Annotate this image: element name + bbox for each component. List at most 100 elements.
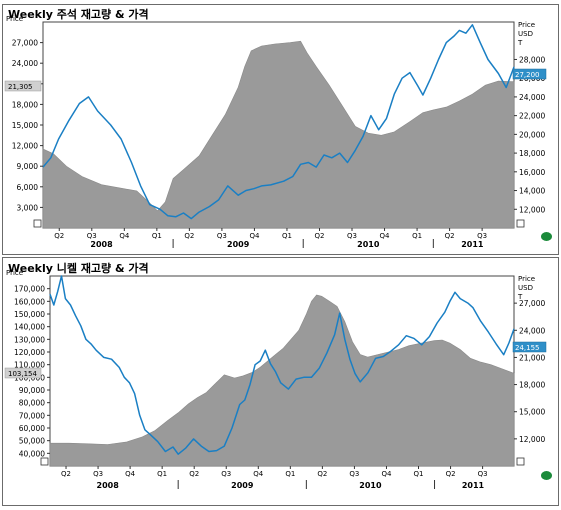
year-label: 2009	[231, 481, 254, 490]
nickel-chart-title: Weekly 니켈 재고량 & 가격	[8, 262, 149, 275]
left-tick-label: 140,000	[14, 323, 45, 332]
quarter-label: Q4	[380, 232, 391, 240]
left-value-tag-box	[4, 80, 42, 92]
quarter-label: Q4	[119, 232, 130, 240]
year-label: 2011	[462, 481, 485, 490]
left-tick-label: 80,000	[19, 399, 45, 408]
right-axis-label: Price	[518, 275, 535, 283]
right-tick-label: 12,000	[519, 205, 545, 214]
left-tick-label: 24,000	[12, 59, 38, 68]
year-label: 2010	[357, 240, 380, 249]
left-tick-label: 3,000	[17, 203, 39, 212]
right-tick-label: 28,000	[519, 55, 545, 64]
left-tick-label: 110,000	[14, 361, 45, 370]
right-tick-label: 22,000	[519, 112, 545, 121]
year-label: 2008	[97, 481, 120, 490]
left-tick-label: 9,000	[17, 162, 39, 171]
tin-chart-title: Weekly 주석 재고량 & 가격	[8, 8, 149, 21]
quarter-label: Q3	[87, 232, 97, 240]
right-value-tag: 27,200	[512, 68, 547, 80]
right-tick-label: 24,000	[519, 326, 545, 335]
left-scale-marker	[33, 219, 42, 228]
right-tick-label: 15,000	[519, 408, 545, 417]
quarter-label: Q3	[477, 232, 487, 240]
quarter-label: Q2	[54, 232, 64, 240]
right-tick-label: 16,000	[519, 168, 545, 177]
quarter-label: Q4	[249, 232, 260, 240]
right-value-tag-text: 27,200	[515, 71, 540, 79]
quarter-label: Q1	[285, 470, 295, 478]
left-tick-label: 150,000	[14, 310, 45, 319]
quarter-label: Q3	[347, 232, 357, 240]
right-tick-label: 18,000	[519, 381, 545, 390]
left-tick-label: 27,000	[12, 39, 38, 48]
right-tick-label: 20,000	[519, 130, 545, 139]
quarter-label: Q4	[125, 470, 136, 478]
quarter-label: Q4	[253, 470, 264, 478]
quarter-label: Q3	[221, 470, 231, 478]
left-value-tag-box	[4, 367, 42, 379]
right-scale-marker	[516, 219, 525, 228]
price-line-series	[42, 24, 515, 220]
quarter-label: Q2	[445, 232, 455, 240]
right-axis-label: USD	[518, 284, 533, 292]
left-tick-label: 40,000	[19, 449, 45, 458]
quarter-label: Q1	[152, 232, 162, 240]
green-dot-icon	[541, 471, 552, 480]
right-axis-label: USD	[518, 30, 533, 38]
right-axis-label: T	[517, 39, 523, 47]
quarter-label: Q1	[412, 232, 422, 240]
left-tick-label: 120,000	[14, 348, 45, 357]
right-tick-label: 24,000	[519, 93, 545, 102]
left-tick-label: 6,000	[17, 183, 39, 192]
inventory-area-series	[49, 294, 515, 467]
left-value-tag-text: 103,154	[8, 370, 37, 378]
right-tick-label: 27,000	[519, 299, 545, 308]
quarter-label: Q4	[381, 470, 392, 478]
left-tick-label: 15,000	[12, 121, 38, 130]
quarter-label: Q1	[414, 470, 424, 478]
quarter-label: Q2	[317, 470, 327, 478]
year-label: 2011	[461, 240, 484, 249]
quarter-label: Q2	[315, 232, 325, 240]
right-tick-label: 21,000	[519, 353, 545, 362]
left-value-tag-text: 21,305	[8, 83, 33, 91]
left-tick-label: 130,000	[14, 335, 45, 344]
right-value-tag-box	[512, 341, 547, 353]
right-tick-label: 18,000	[519, 149, 545, 158]
left-scale-marker	[40, 457, 49, 466]
right-value-tag-text: 24,155	[515, 344, 540, 352]
inventory-area-series	[42, 40, 515, 229]
quarter-label: Q3	[478, 470, 488, 478]
right-axis-label: Price	[518, 21, 535, 29]
left-value-tag: 21,305	[4, 80, 42, 92]
left-tick-label: 160,000	[14, 297, 45, 306]
year-label: 2009	[227, 240, 250, 249]
quarter-label: Q2	[61, 470, 71, 478]
right-scale-marker	[516, 457, 525, 466]
left-tick-label: 90,000	[19, 386, 45, 395]
quarter-label: Q2	[189, 470, 199, 478]
left-tick-label: 12,000	[12, 142, 38, 151]
left-tick-label: 70,000	[19, 411, 45, 420]
right-tick-label: 12,000	[519, 435, 545, 444]
right-value-tag: 24,155	[512, 341, 547, 353]
quarter-label: Q2	[184, 232, 194, 240]
left-tick-label: 50,000	[19, 437, 45, 446]
left-value-tag: 103,154	[4, 367, 42, 379]
left-axis-label: Price	[6, 269, 23, 277]
green-dot-icon	[541, 232, 552, 241]
quarter-label: Q1	[282, 232, 292, 240]
left-axis-label: Price	[6, 15, 23, 23]
left-tick-label: 18,000	[12, 100, 38, 109]
quarter-label: Q1	[157, 470, 167, 478]
left-tick-label: 60,000	[19, 424, 45, 433]
right-axis-label: T	[517, 293, 523, 301]
quarter-label: Q3	[349, 470, 359, 478]
quarter-label: Q3	[217, 232, 227, 240]
price-line-series	[49, 275, 515, 455]
quarter-label: Q3	[93, 470, 103, 478]
